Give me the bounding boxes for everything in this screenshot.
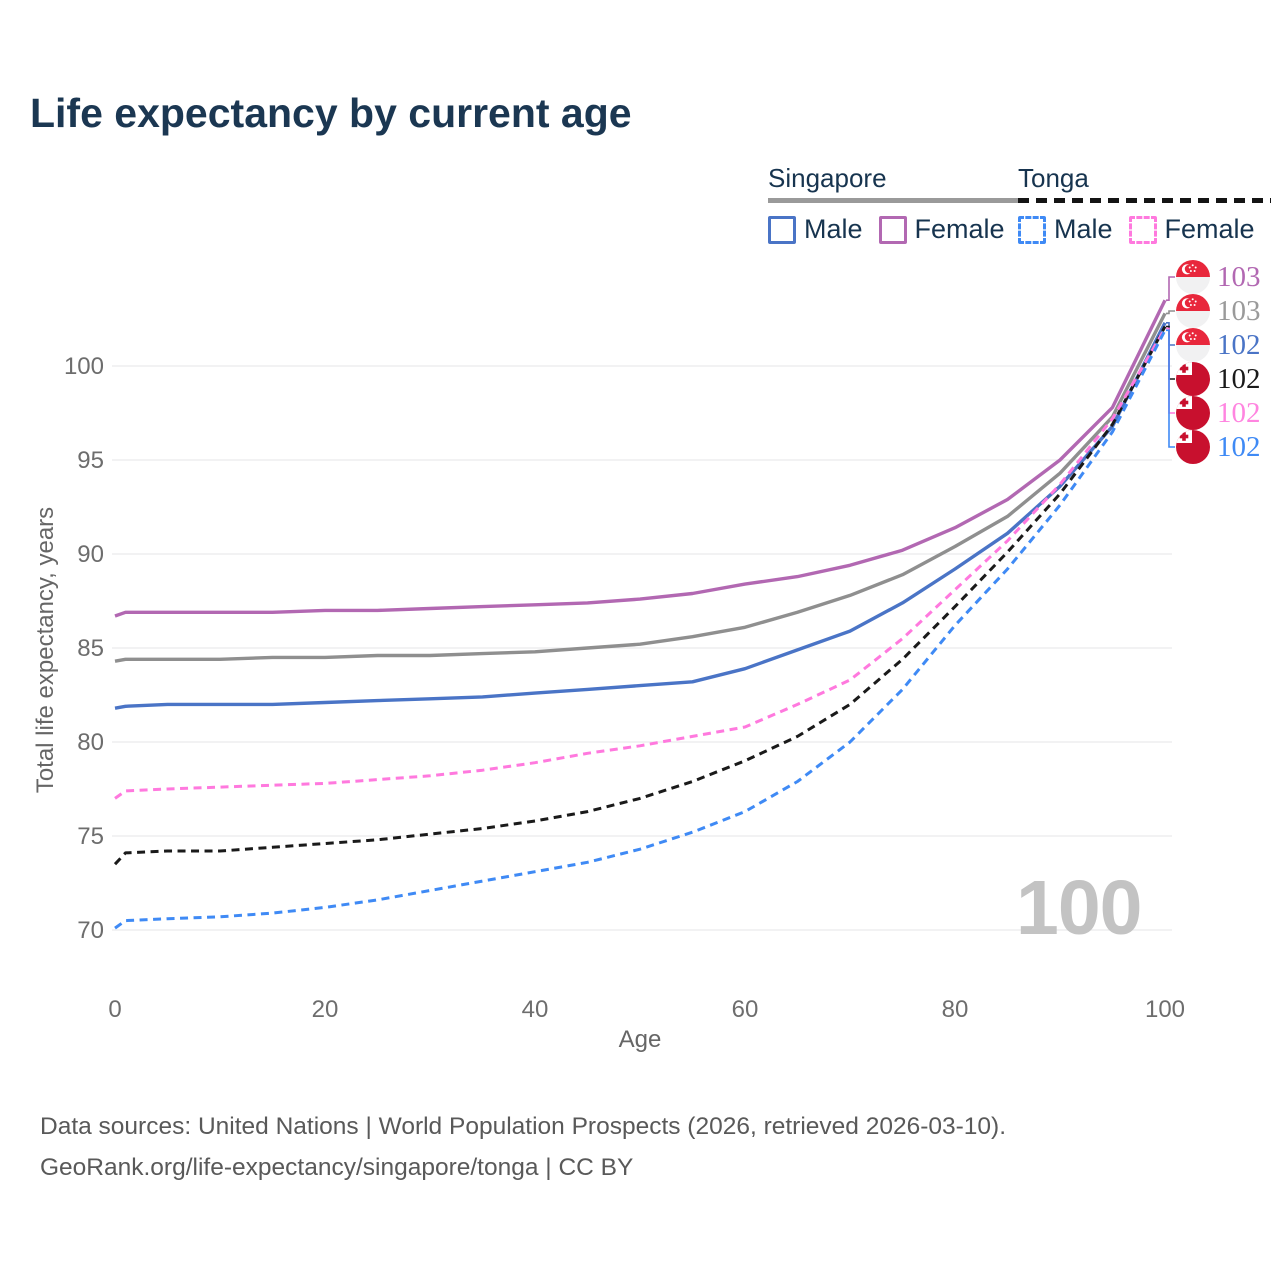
x-tick-label: 20 bbox=[312, 996, 339, 1023]
leader-line bbox=[1166, 327, 1175, 414]
end-label-row-singapore-female: 103 bbox=[1176, 260, 1261, 294]
legend-label: Male bbox=[1054, 214, 1113, 244]
end-label-row-singapore-male: 102 bbox=[1176, 328, 1261, 362]
series-line-singapore-male bbox=[114, 322, 1167, 710]
end-label-value: 102 bbox=[1217, 362, 1261, 395]
singapore-line-swatch bbox=[768, 198, 1021, 203]
legend-item-tonga-female[interactable]: Female bbox=[1128, 214, 1255, 245]
series-line-singapore-female bbox=[114, 299, 1167, 618]
legend-item-singapore-female[interactable]: Female bbox=[878, 214, 1005, 245]
y-tick-label: 70 bbox=[77, 917, 104, 944]
series-line-singapore-both bbox=[114, 312, 1167, 663]
legend-country-singapore[interactable]: Singapore bbox=[768, 163, 887, 193]
legend-label: Female bbox=[914, 214, 1005, 244]
legend-item-tonga-male[interactable]: Male bbox=[1018, 214, 1113, 245]
y-tick-label: 75 bbox=[77, 823, 104, 850]
watermark-age-100: 100 bbox=[1016, 865, 1142, 951]
end-label-row-singapore-both: 103 bbox=[1176, 294, 1261, 328]
legend-group-singapore: Singapore Male Female bbox=[768, 163, 1021, 245]
end-label-row-tonga-both: 102 bbox=[1176, 362, 1261, 396]
singapore-male-swatch bbox=[768, 215, 796, 244]
end-label-value: 102 bbox=[1217, 430, 1261, 463]
x-tick-label: 80 bbox=[942, 996, 969, 1023]
legend-label: Male bbox=[804, 214, 863, 244]
end-label-value: 103 bbox=[1217, 294, 1261, 327]
singapore-flag-icon bbox=[1176, 328, 1210, 362]
footer: Data sources: United Nations | World Pop… bbox=[40, 1106, 1006, 1188]
series-line-tonga-both bbox=[113, 325, 1167, 866]
y-tick-label: 95 bbox=[77, 447, 104, 474]
footer-attribution: GeoRank.org/life-expectancy/singapore/to… bbox=[40, 1154, 634, 1181]
tonga-flag-icon bbox=[1176, 396, 1210, 430]
leader-line bbox=[1166, 329, 1175, 448]
x-axis-title: Age bbox=[618, 1026, 662, 1053]
leader-line bbox=[1166, 325, 1175, 380]
end-label-value: 103 bbox=[1217, 260, 1261, 293]
singapore-female-swatch bbox=[878, 215, 907, 244]
tonga-flag-icon bbox=[1176, 362, 1210, 396]
leader-line bbox=[1166, 276, 1175, 301]
page-title: Life expectancy by current age bbox=[30, 90, 632, 136]
y-tick-label: 80 bbox=[77, 729, 104, 756]
series-line-tonga-male bbox=[114, 329, 1167, 930]
tonga-male-swatch bbox=[1018, 215, 1046, 244]
y-tick-label: 90 bbox=[77, 541, 104, 568]
x-tick-label: 60 bbox=[732, 996, 759, 1023]
singapore-flag-icon bbox=[1176, 260, 1210, 294]
end-label-row-tonga-female: 102 bbox=[1176, 396, 1261, 430]
end-label-value: 102 bbox=[1217, 396, 1261, 429]
legend-group-tonga: Tonga Male Female bbox=[1018, 163, 1271, 245]
x-tick-label: 100 bbox=[1145, 996, 1185, 1023]
tonga-female-swatch bbox=[1128, 215, 1157, 244]
x-tick-label: 40 bbox=[522, 996, 549, 1023]
legend-country-tonga[interactable]: Tonga bbox=[1018, 163, 1089, 193]
footer-sources: Data sources: United Nations | World Pop… bbox=[40, 1113, 1007, 1140]
leader-line bbox=[1166, 310, 1175, 315]
tonga-flag-icon bbox=[1176, 430, 1210, 464]
tonga-line-swatch bbox=[1018, 198, 1271, 203]
singapore-flag-icon bbox=[1176, 294, 1210, 328]
series-line-tonga-female bbox=[114, 327, 1167, 800]
y-tick-label: 85 bbox=[77, 635, 104, 662]
x-tick-label: 0 bbox=[108, 996, 121, 1023]
end-label-value: 102 bbox=[1217, 328, 1261, 361]
y-tick-label: 100 bbox=[64, 353, 104, 380]
legend-item-singapore-male[interactable]: Male bbox=[768, 214, 863, 245]
end-label-row-tonga-male: 102 bbox=[1176, 430, 1261, 464]
legend-label: Female bbox=[1164, 214, 1255, 244]
